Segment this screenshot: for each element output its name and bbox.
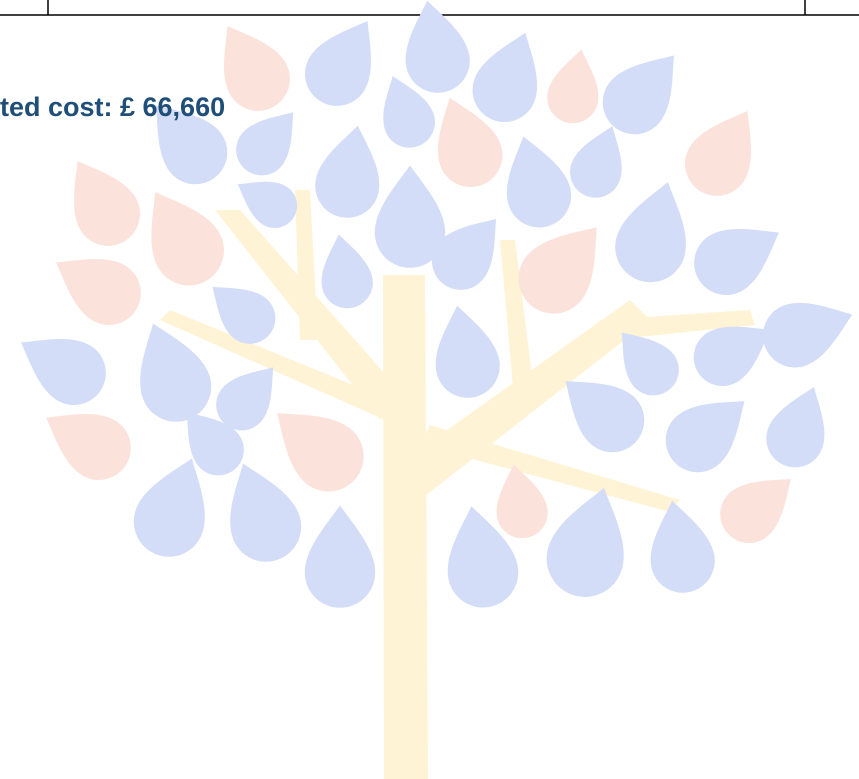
estimated-cost: ted cost: £ 66,660 bbox=[0, 92, 225, 123]
page: ted cost: £ 66,660 (() => { const data =… bbox=[0, 0, 859, 779]
